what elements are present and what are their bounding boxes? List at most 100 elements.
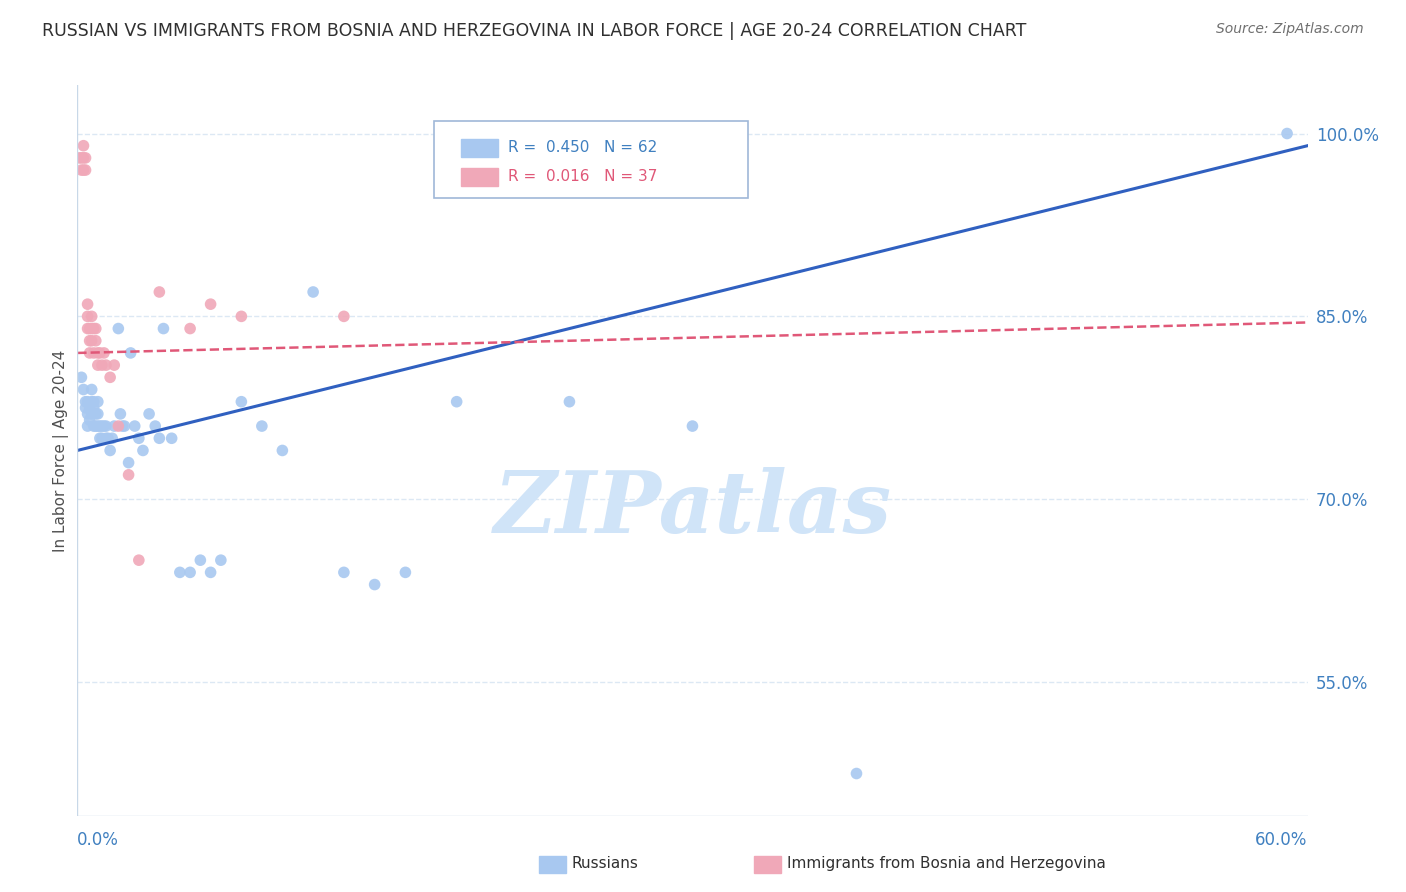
Point xyxy=(76,419,98,434)
Point xyxy=(231,394,253,409)
Point xyxy=(72,163,94,178)
Point xyxy=(143,419,166,434)
Point xyxy=(200,297,222,311)
FancyBboxPatch shape xyxy=(434,121,748,198)
Point xyxy=(107,321,129,335)
Point xyxy=(138,407,160,421)
Point xyxy=(80,394,103,409)
Point xyxy=(75,151,97,165)
Point xyxy=(682,419,704,434)
Point xyxy=(394,566,416,580)
Point xyxy=(93,419,115,434)
Point xyxy=(83,401,105,415)
Text: 60.0%: 60.0% xyxy=(1256,830,1308,849)
Point xyxy=(117,467,139,482)
Point xyxy=(333,310,356,324)
Point xyxy=(90,358,114,372)
Point xyxy=(89,419,111,434)
Point xyxy=(79,334,101,348)
Point xyxy=(128,553,150,567)
Point xyxy=(98,370,121,384)
Point xyxy=(103,419,125,434)
Point xyxy=(111,419,134,434)
Point xyxy=(75,163,97,178)
Point xyxy=(76,310,98,324)
Point xyxy=(845,766,868,780)
Text: R =  0.016   N = 37: R = 0.016 N = 37 xyxy=(508,169,657,184)
Point xyxy=(363,577,385,591)
Point xyxy=(87,407,110,421)
Point xyxy=(87,358,110,372)
Point xyxy=(209,553,232,567)
Point xyxy=(97,431,120,445)
Bar xyxy=(461,139,498,157)
Text: Source: ZipAtlas.com: Source: ZipAtlas.com xyxy=(1216,22,1364,37)
Point xyxy=(132,443,155,458)
Point xyxy=(160,431,183,445)
Point xyxy=(302,285,325,299)
Point xyxy=(90,419,114,434)
Y-axis label: In Labor Force | Age 20-24: In Labor Force | Age 20-24 xyxy=(53,350,69,551)
Point xyxy=(84,334,107,348)
Point xyxy=(89,431,111,445)
Bar xyxy=(538,856,565,872)
Point xyxy=(80,310,103,324)
Point xyxy=(87,419,110,434)
Point xyxy=(72,138,94,153)
Point xyxy=(75,401,97,415)
Point xyxy=(148,285,170,299)
Point xyxy=(84,321,107,335)
Bar xyxy=(461,168,498,186)
Point xyxy=(1275,127,1298,141)
Point xyxy=(110,407,132,421)
Point xyxy=(84,419,107,434)
Point xyxy=(76,297,98,311)
Point xyxy=(83,321,105,335)
Point xyxy=(70,163,93,178)
Point xyxy=(70,370,93,384)
Point xyxy=(87,394,110,409)
Point xyxy=(93,346,115,360)
Point xyxy=(333,566,356,580)
Point xyxy=(80,321,103,335)
Point xyxy=(169,566,191,580)
Point xyxy=(83,346,105,360)
Text: ZIPatlas: ZIPatlas xyxy=(494,467,891,550)
Point xyxy=(446,394,468,409)
Point xyxy=(76,394,98,409)
Point xyxy=(179,321,201,335)
Point xyxy=(79,401,101,415)
Point xyxy=(152,321,174,335)
Point xyxy=(80,407,103,421)
Point xyxy=(76,321,98,335)
Point xyxy=(103,358,125,372)
Point xyxy=(188,553,212,567)
Point xyxy=(89,346,111,360)
Point xyxy=(72,151,94,165)
Point xyxy=(114,419,136,434)
Point xyxy=(124,419,146,434)
Point xyxy=(83,419,105,434)
Point xyxy=(75,394,97,409)
Point xyxy=(67,151,90,165)
Point xyxy=(84,407,107,421)
Point xyxy=(76,407,98,421)
Point xyxy=(94,431,117,445)
Bar xyxy=(754,856,782,872)
Point xyxy=(83,394,105,409)
Point xyxy=(90,431,114,445)
Point xyxy=(80,383,103,397)
Point xyxy=(107,419,129,434)
Point xyxy=(250,419,273,434)
Point xyxy=(72,383,94,397)
Point xyxy=(79,346,101,360)
Point xyxy=(271,443,294,458)
Point xyxy=(80,334,103,348)
Point xyxy=(200,566,222,580)
Text: Immigrants from Bosnia and Herzegovina: Immigrants from Bosnia and Herzegovina xyxy=(787,856,1107,871)
Point xyxy=(87,346,110,360)
Point xyxy=(120,346,142,360)
Point xyxy=(558,394,581,409)
Point xyxy=(79,321,101,335)
Point xyxy=(117,456,139,470)
